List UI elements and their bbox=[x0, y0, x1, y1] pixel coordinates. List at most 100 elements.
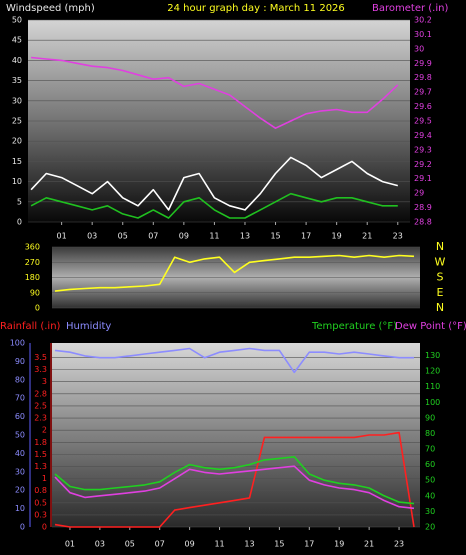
header: Windspeed (mph) bbox=[6, 3, 95, 14]
y-tick-label: 100 bbox=[425, 398, 440, 407]
y-tick-label: 29.5 bbox=[414, 117, 432, 126]
y-tick-label: 50 bbox=[425, 476, 435, 485]
header: Humidity bbox=[66, 321, 111, 332]
y-tick-label: 50 bbox=[12, 16, 22, 25]
y-tick-label: 2.5 bbox=[34, 401, 47, 410]
y-tick-label: 30.1 bbox=[414, 30, 432, 39]
x-tick-label: 07 bbox=[148, 232, 158, 241]
y-tick-label: 5 bbox=[17, 197, 22, 206]
x-tick-label: 03 bbox=[95, 540, 105, 549]
x-tick-label: 11 bbox=[209, 232, 219, 241]
y-tick-label: 60 bbox=[425, 460, 435, 469]
x-tick-label: 05 bbox=[118, 232, 128, 241]
x-tick-label: 13 bbox=[244, 540, 254, 549]
y-tick-label: 70 bbox=[425, 445, 435, 454]
y-tick-label: 15 bbox=[12, 157, 22, 166]
y-tick-label: 40 bbox=[15, 449, 25, 458]
x-tick-label: 09 bbox=[179, 232, 189, 241]
plot-area bbox=[52, 343, 420, 527]
y-tick-label: 29.8 bbox=[414, 73, 432, 82]
y-tick-label: 0 bbox=[20, 523, 25, 532]
y-tick-label: 1.3 bbox=[34, 462, 47, 471]
y-tick-label: 40 bbox=[12, 56, 22, 65]
y-tick-label: 0.8 bbox=[34, 486, 47, 495]
y-tick-label: 3 bbox=[42, 377, 47, 386]
y-tick-label: 29.4 bbox=[414, 131, 432, 140]
y-tick-label: 28.8 bbox=[414, 218, 432, 227]
x-tick-label: 23 bbox=[394, 540, 404, 549]
y-tick-label: 30 bbox=[414, 44, 424, 53]
y-tick-label: 2.3 bbox=[34, 414, 47, 423]
y-tick-label: 28.9 bbox=[414, 203, 432, 212]
y-tick-label: 0.3 bbox=[34, 510, 47, 519]
series-line bbox=[54, 465, 415, 510]
y-tick-label: 1.5 bbox=[34, 450, 47, 459]
y-tick-label: 2.8 bbox=[34, 389, 47, 398]
y-tick-label: 0.5 bbox=[34, 498, 47, 507]
y-tick-label: 0 bbox=[17, 218, 22, 227]
y-tick-label: 10 bbox=[15, 504, 25, 513]
y-tick-label: 2 bbox=[42, 426, 47, 435]
y-tick-label: 90 bbox=[15, 357, 25, 366]
x-tick-label: 13 bbox=[240, 232, 250, 241]
y-tick-label: 29.9 bbox=[414, 59, 432, 68]
y-tick-label: 90 bbox=[425, 413, 435, 422]
y-tick-label: S bbox=[437, 271, 444, 284]
y-tick-label: 1 bbox=[42, 474, 47, 483]
x-tick-label: 03 bbox=[87, 232, 97, 241]
y-tick-label: 1.8 bbox=[34, 438, 47, 447]
y-tick-label: 35 bbox=[12, 76, 22, 85]
y-tick-label: 3.5 bbox=[34, 353, 47, 362]
y-tick-label: 30 bbox=[15, 467, 25, 476]
y-tick-label: 25 bbox=[12, 117, 22, 126]
y-tick-label: 0 bbox=[42, 523, 47, 532]
x-tick-label: 11 bbox=[214, 540, 224, 549]
y-tick-label: 70 bbox=[15, 394, 25, 403]
y-tick-label: 30 bbox=[12, 96, 22, 105]
series-line bbox=[30, 192, 398, 219]
x-tick-label: 17 bbox=[301, 232, 311, 241]
x-tick-label: 07 bbox=[155, 540, 165, 549]
x-tick-label: 15 bbox=[270, 232, 280, 241]
y-tick-label: 29.3 bbox=[414, 145, 432, 154]
x-tick-label: 23 bbox=[393, 232, 403, 241]
y-tick-label: 130 bbox=[425, 351, 440, 360]
series-line bbox=[54, 254, 415, 292]
y-tick-label: 50 bbox=[15, 431, 25, 440]
y-tick-label: 180 bbox=[25, 273, 40, 282]
y-tick-label: 29.6 bbox=[414, 102, 432, 111]
x-tick-label: 21 bbox=[364, 540, 374, 549]
y-tick-label: 60 bbox=[15, 412, 25, 421]
y-tick-label: 45 bbox=[12, 36, 22, 45]
y-tick-label: 270 bbox=[25, 258, 40, 267]
y-tick-label: 40 bbox=[425, 491, 435, 500]
x-tick-label: 05 bbox=[125, 540, 135, 549]
y-tick-label: 10 bbox=[12, 177, 22, 186]
x-tick-label: 19 bbox=[334, 540, 344, 549]
chart-title: 24 hour graph day : March 11 2026 bbox=[167, 3, 345, 14]
x-tick-label: 09 bbox=[185, 540, 195, 549]
y-tick-label: 3.3 bbox=[34, 365, 47, 374]
header: Rainfall (.in) bbox=[0, 321, 61, 332]
series-line bbox=[54, 347, 414, 374]
y-tick-label: N bbox=[436, 240, 444, 253]
series-line bbox=[31, 56, 399, 129]
y-tick-label: 110 bbox=[425, 382, 440, 391]
header: Dew Point (°F) bbox=[395, 321, 466, 332]
y-tick-label: 29 bbox=[414, 189, 424, 198]
y-tick-label: 20 bbox=[12, 137, 22, 146]
y-tick-label: 29.7 bbox=[414, 88, 432, 97]
y-tick-label: 30 bbox=[425, 507, 435, 516]
y-tick-label: 20 bbox=[15, 486, 25, 495]
y-tick-label: 29.2 bbox=[414, 160, 432, 169]
x-tick-label: 15 bbox=[274, 540, 284, 549]
y-tick-label: 0 bbox=[35, 304, 40, 313]
y-tick-label: 100 bbox=[10, 339, 25, 348]
y-tick-label: 90 bbox=[30, 288, 40, 297]
series-line bbox=[54, 456, 415, 505]
x-tick-label: 01 bbox=[57, 232, 67, 241]
header: Temperature (°F) bbox=[311, 321, 397, 332]
header: Barometer (.in) bbox=[372, 3, 448, 14]
y-tick-label: 30.2 bbox=[414, 16, 432, 25]
y-tick-label: N bbox=[436, 301, 444, 314]
